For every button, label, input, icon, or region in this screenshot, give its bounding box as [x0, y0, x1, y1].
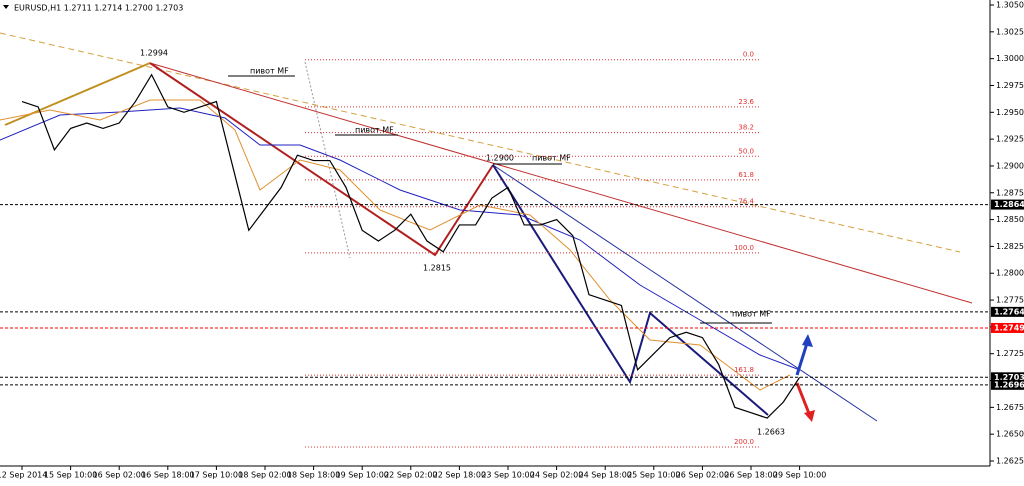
arrow-up: [795, 339, 810, 376]
level-label: 1.2764: [994, 307, 1024, 316]
level-box: [991, 372, 1024, 383]
x-tick-label: 16 Sep 18:00: [141, 471, 194, 480]
fib-label: 200.0: [734, 438, 754, 446]
y-tick-label: 1.2975: [996, 81, 1024, 90]
fib-label: 100.0: [734, 244, 754, 252]
x-tick-label: 19 Sep 10:00: [335, 471, 388, 480]
x-tick-label: 16 Sep 02:00: [92, 471, 145, 480]
point-label: 1.2663: [757, 428, 785, 437]
pivot-label: пивот MF: [250, 67, 289, 76]
fib-label: 50.0: [738, 147, 754, 155]
level-box: [991, 199, 1024, 210]
level-label: 1.2703: [994, 373, 1024, 382]
x-tick-label: 29 Sep 10:00: [773, 471, 826, 480]
y-tick-label: 1.2825: [996, 242, 1024, 251]
y-tick-label: 1.2875: [996, 188, 1024, 197]
title-arrow: [3, 5, 9, 9]
x-tick-label: 26 Sep 18:00: [724, 471, 777, 480]
moving-average: [0, 107, 801, 371]
arrow-down: [795, 382, 812, 417]
x-tick-label: 24 Sep 18:00: [578, 471, 631, 480]
fib-label: 38.2: [738, 124, 754, 132]
zigzag: [492, 164, 769, 416]
y-tick-label: 1.2850: [996, 215, 1024, 224]
price-line: [21, 73, 801, 419]
y-tick-label: 1.3025: [996, 27, 1024, 36]
y-tick-label: 1.2725: [996, 349, 1024, 358]
y-tick-label: 1.2650: [996, 430, 1024, 439]
level-label: 1.2696: [994, 380, 1024, 389]
fib-label: 0.0: [743, 51, 754, 59]
x-tick-label: 25 Sep 10:00: [627, 471, 680, 480]
point-label: 1.2900: [486, 154, 514, 163]
x-tick-label: 22 Sep 18:00: [433, 471, 486, 480]
x-tick-label: 24 Sep 02:00: [530, 471, 583, 480]
arrow-head: [804, 410, 815, 422]
level-box: [991, 306, 1024, 317]
x-tick-label: 22 Sep 02:00: [384, 471, 437, 480]
x-tick-label: 12 Sep 2014: [0, 471, 47, 480]
chart-title: EURUSD,H1 1.2711 1.2714 1.2700 1.2703: [14, 4, 183, 13]
x-tick-label: 17 Sep 10:00: [190, 471, 243, 480]
level-box: [991, 379, 1024, 390]
y-tick-label: 1.2925: [996, 135, 1024, 144]
fib-label: 76.4: [738, 198, 754, 206]
level-label: 1.2864: [994, 200, 1024, 209]
fib-label: 61.8: [738, 171, 754, 179]
pivot-label: пивот MF: [532, 154, 571, 163]
moving-average: [0, 99, 791, 391]
level-box: [991, 322, 1024, 333]
y-tick-label: 1.3050: [996, 1, 1024, 10]
fib-label: 161.8: [734, 366, 754, 374]
trend-line: [149, 62, 973, 304]
trend-line: [492, 164, 878, 422]
pivot-label: пивот MF: [355, 126, 394, 135]
y-tick-label: 1.3000: [996, 54, 1024, 63]
x-tick-label: 18 Sep 02:00: [238, 471, 291, 480]
y-tick-label: 1.2625: [996, 457, 1024, 466]
point-label: 1.2994: [140, 49, 168, 58]
x-tick-label: 26 Sep 02:00: [676, 471, 729, 480]
pivot-label: пивот MF: [732, 310, 771, 319]
y-tick-label: 1.2775: [996, 296, 1024, 305]
y-tick-label: 1.2950: [996, 108, 1024, 117]
fib-label: 23.6: [738, 98, 754, 106]
y-tick-label: 1.2675: [996, 403, 1024, 412]
level-label: 1.2749: [994, 323, 1024, 332]
point-label: 1.2815: [423, 264, 451, 273]
arrow-head: [802, 334, 813, 347]
x-tick-label: 15 Sep 10:00: [44, 471, 97, 480]
zigzag: [149, 62, 494, 257]
x-tick-label: 18 Sep 18:00: [287, 471, 340, 480]
y-tick-label: 1.2800: [996, 269, 1024, 278]
y-tick-label: 1.2900: [996, 161, 1024, 170]
x-tick-label: 23 Sep 10:00: [481, 471, 534, 480]
